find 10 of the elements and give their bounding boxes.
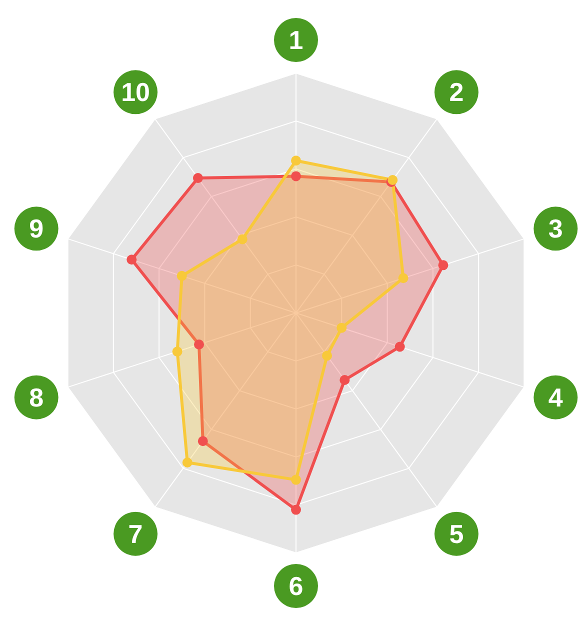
spoke-label: 9: [29, 214, 44, 244]
spoke-label: 7: [128, 518, 143, 549]
spoke-label: 6: [288, 571, 304, 602]
spoke-label: 8: [29, 382, 44, 412]
spoke-label: 4: [548, 382, 564, 412]
spoke-label: 10: [121, 77, 150, 108]
spoke-label: 5: [449, 518, 464, 549]
spoke-label: 1: [288, 25, 304, 56]
spoke-label: 3: [548, 214, 563, 244]
spoke-label: 2: [449, 77, 464, 108]
